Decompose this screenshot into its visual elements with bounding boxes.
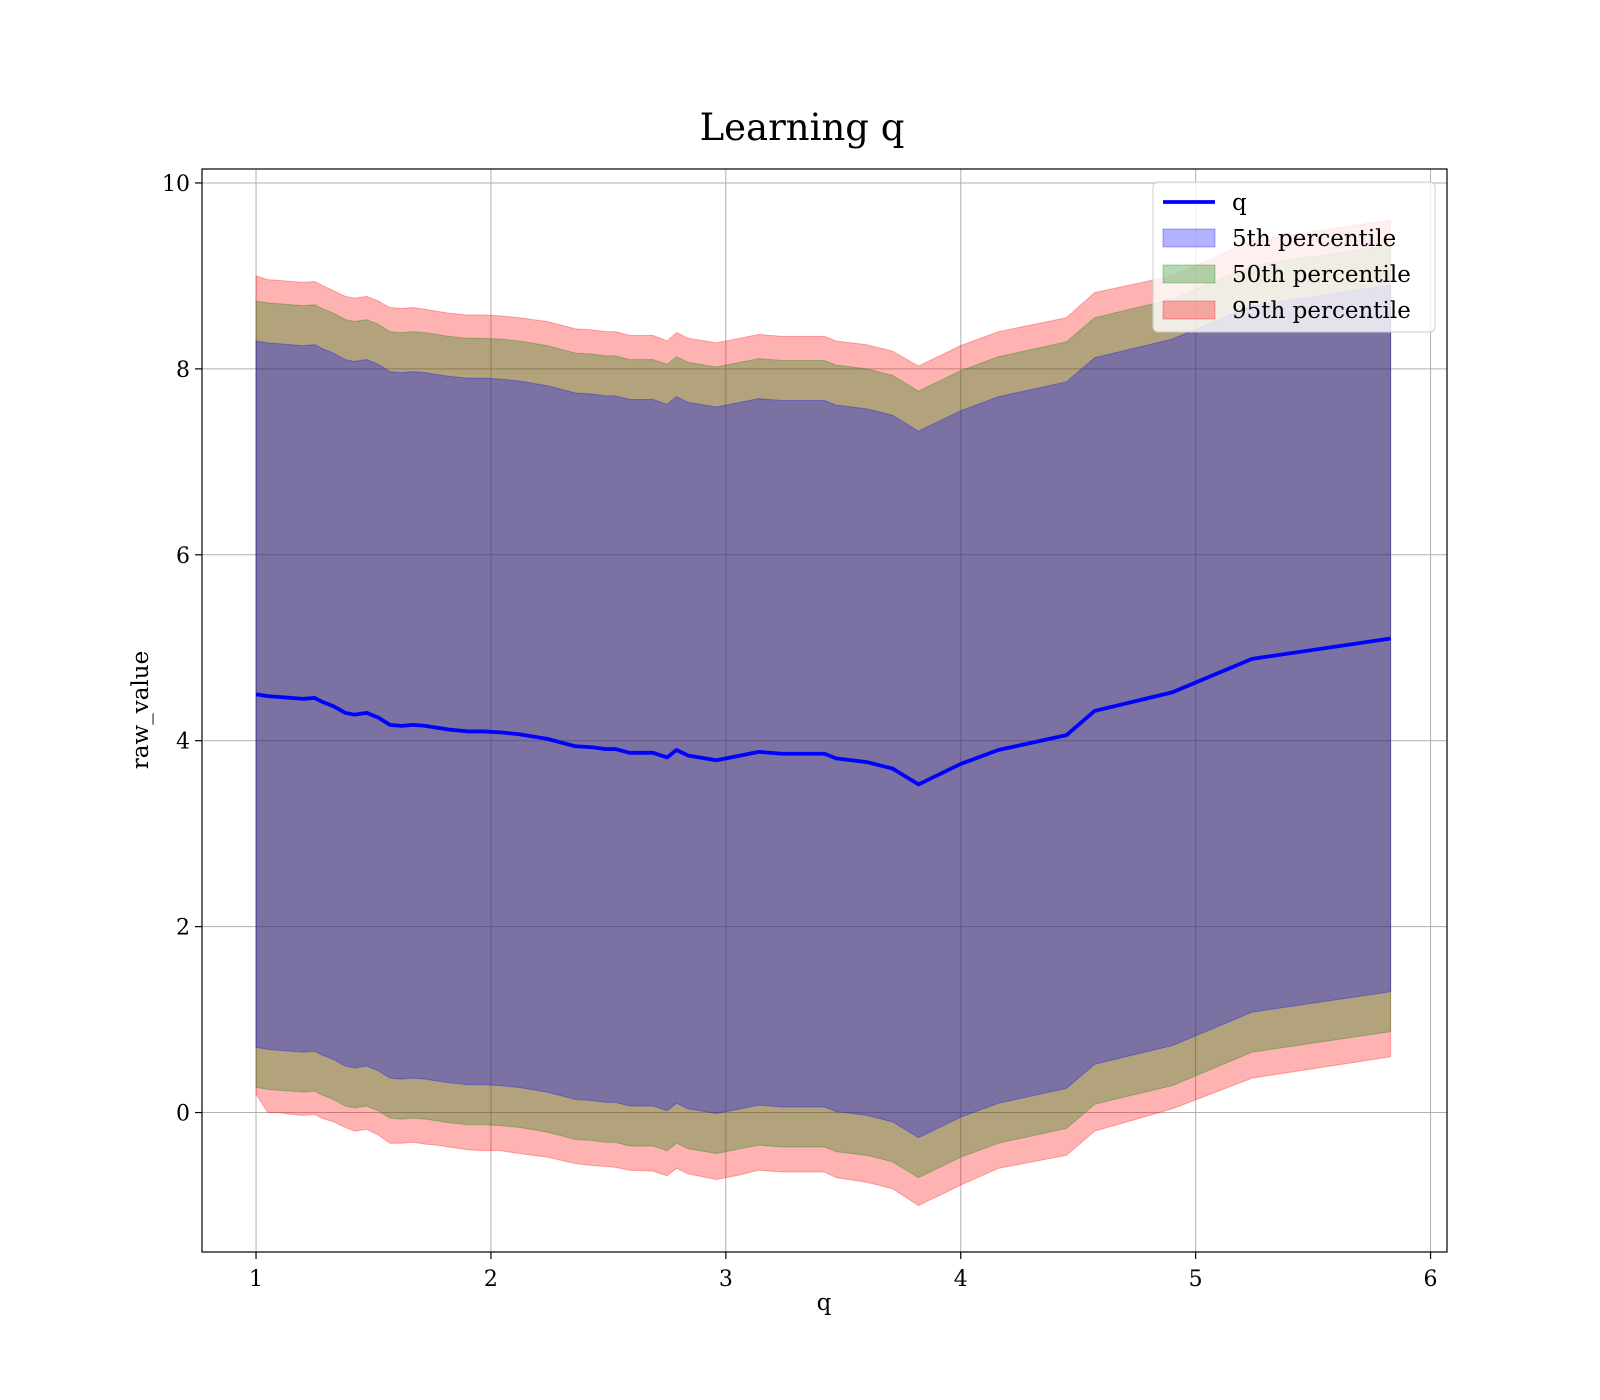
x-axis-label: q (817, 1290, 832, 1316)
band-5th-percentile (255, 284, 1392, 1139)
x-tick-label: 4 (954, 1267, 968, 1292)
grid (202, 169, 1447, 1252)
y-tick-label: 2 (176, 916, 190, 941)
legend: q 5th percentile 50th percentile 95th perce… (1152, 181, 1436, 333)
legend-swatch-patch (1162, 228, 1216, 248)
series-line-q (255, 636, 1391, 787)
chart-title: Learning q (700, 106, 905, 149)
x-tick-label: 2 (484, 1267, 498, 1292)
percentile-bands (255, 219, 1392, 1207)
legend-label: 50th percentile (1232, 262, 1411, 288)
y-tick-label: 6 (176, 544, 190, 569)
legend-swatch-patch (1162, 264, 1216, 284)
y-tick-label: 4 (176, 730, 190, 755)
y-tick-label: 0 (176, 1102, 190, 1127)
series-lines (255, 636, 1391, 787)
legend-swatch-patch (1162, 300, 1216, 320)
x-tick-label: 6 (1424, 1267, 1438, 1292)
band-50th-percentile (255, 244, 1392, 1179)
x-tick-label: 5 (1189, 1267, 1203, 1292)
legend-label: 5th percentile (1232, 226, 1396, 252)
legend-label: q (1232, 190, 1247, 216)
y-tick-label: 8 (176, 358, 190, 383)
legend-label: 95th percentile (1232, 298, 1411, 324)
y-ticks: 0 2 4 6 8 10 (162, 172, 202, 1127)
y-axis-label: raw_value (128, 651, 154, 769)
band-95th-percentile (255, 219, 1392, 1207)
x-tick-label: 3 (719, 1267, 733, 1292)
legend-box (1152, 181, 1436, 333)
plot-frame (201, 168, 1448, 1253)
y-tick-label: 10 (162, 172, 190, 197)
x-tick-label: 1 (249, 1267, 263, 1292)
x-ticks: 1 2 3 4 5 6 (249, 1252, 1438, 1292)
